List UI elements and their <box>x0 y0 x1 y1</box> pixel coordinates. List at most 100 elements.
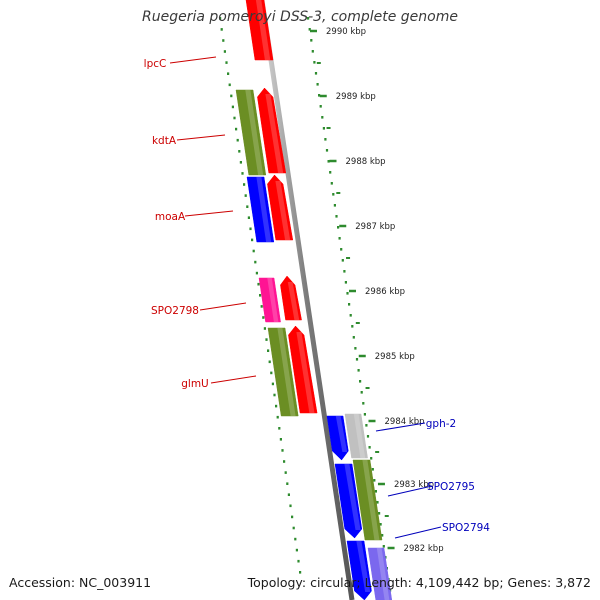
right-guide-dot <box>332 193 335 196</box>
left-guide-dot <box>294 537 297 541</box>
gene-feature-highlight <box>335 416 348 452</box>
left-guide-dot <box>238 150 241 153</box>
gene-feature-highlight <box>275 181 291 240</box>
left-guide-dot <box>289 504 292 508</box>
ruler-tick-label: 2989 kbp <box>336 92 376 102</box>
right-guide-dot <box>324 138 327 141</box>
gene-feature-highlight <box>362 460 380 540</box>
left-guide-dot <box>279 438 282 441</box>
left-guide-dot <box>231 105 234 109</box>
right-guide-dot <box>370 457 373 460</box>
left-guide-dot <box>228 83 231 87</box>
right-guide-dot <box>381 534 384 537</box>
gene-label: SPO2795 <box>427 481 475 493</box>
right-guide-dot <box>348 303 351 306</box>
right-guide-dot <box>307 17 310 20</box>
ruler-tick-label: 2988 kbp <box>346 157 386 167</box>
right-guide-dot <box>337 226 340 229</box>
right-guide-dot <box>314 72 318 75</box>
right-guide-dot <box>322 127 325 130</box>
ruler-tick-label: 2987 kbp <box>355 222 395 232</box>
right-guide-dot <box>313 61 316 64</box>
left-guide-dot <box>223 50 226 53</box>
left-guide-dot <box>236 138 239 142</box>
left-guide-dot <box>299 571 302 574</box>
left-guide-dot <box>286 482 289 485</box>
right-guide-dot <box>357 369 360 372</box>
right-guide-dot <box>321 116 324 119</box>
right-guide-dot <box>335 215 338 218</box>
label-leader-line <box>210 375 257 384</box>
right-guide-dot <box>371 468 374 471</box>
left-guide-dot <box>265 338 268 341</box>
right-guide-dot <box>310 39 313 42</box>
right-guide-dot <box>366 435 370 438</box>
left-guide-dot <box>291 515 294 519</box>
right-guide-dot <box>319 105 322 108</box>
label-leader-line <box>176 134 226 141</box>
right-guide-dot <box>330 182 333 185</box>
gene-feature-highlight <box>353 414 366 458</box>
accession-text: Accession: NC_003911 <box>9 575 152 590</box>
right-guide-dot <box>379 523 382 526</box>
right-guide-dot <box>344 281 347 284</box>
left-guide-dot <box>287 493 290 496</box>
right-guide-dot <box>316 83 319 86</box>
left-guide-dot <box>275 404 278 408</box>
gene-label: SPO2794 <box>442 522 490 534</box>
left-guide-dot <box>225 61 228 64</box>
left-guide-dot <box>263 327 266 330</box>
label-leader-line <box>387 485 433 497</box>
left-guide-dot <box>292 526 295 530</box>
left-guide-dot <box>273 393 276 397</box>
ruler-tick-label: 2986 kbp <box>365 287 405 297</box>
right-guide-dot <box>373 479 376 482</box>
gene-feature-highlight <box>287 282 300 320</box>
right-guide-dot <box>355 358 359 361</box>
right-guide-dot <box>374 490 377 493</box>
ruler-tick-label: 2982 kbp <box>404 544 444 554</box>
right-guide-dot <box>341 259 344 262</box>
label-leader-line <box>199 302 247 311</box>
gene-feature-highlight <box>245 90 264 175</box>
gene-feature-highlight <box>376 548 390 600</box>
left-guide-dot <box>259 294 262 297</box>
right-guide-dot <box>333 204 336 207</box>
left-guide-dot <box>254 260 257 264</box>
dotted-guides <box>219 17 392 592</box>
map-title: Ruegeria pomeroyi DSS-3, complete genome <box>142 9 458 25</box>
right-guide-dot <box>365 424 368 427</box>
right-guide-dot <box>318 94 321 97</box>
gene-label: glmU <box>181 378 209 390</box>
gene-label: kdtA <box>152 135 177 147</box>
right-guide-dot <box>359 380 362 383</box>
left-guide-dot <box>255 271 258 275</box>
gene-label: SPO2798 <box>151 305 199 317</box>
left-guide-dot <box>247 216 250 219</box>
left-guide-dot <box>270 371 273 375</box>
left-guide-dot <box>222 39 225 42</box>
gene-feature-highlight <box>344 464 361 530</box>
right-guide-dot <box>351 325 354 328</box>
left-guide-dot <box>295 548 298 552</box>
left-guide-dot <box>227 72 230 75</box>
label-leader-line <box>184 210 234 217</box>
right-guide-dot <box>327 160 330 163</box>
gene-feature-highlight <box>265 94 284 173</box>
left-guide-dot <box>260 305 263 308</box>
left-guide-dot <box>271 382 274 386</box>
right-guide-dot <box>325 149 329 152</box>
gene-labels: lpcC kdtA moaA SPO2798 glmU gph-2 SPO2795 SPO27… <box>144 56 490 539</box>
gene-label: moaA <box>155 211 186 223</box>
right-guide-dot <box>382 545 385 548</box>
ruler: 2990 kbp 2989 kbp 2988 kbp 2987 kbp 2986 kbp… <box>310 27 444 554</box>
left-guide-dot <box>220 28 223 31</box>
right-guide-dot <box>360 391 363 394</box>
right-guide-dot <box>308 28 311 31</box>
left-guide-dot <box>268 360 271 364</box>
right-guide-dot <box>368 446 371 449</box>
right-guide-dot <box>354 347 357 350</box>
right-guide-dot <box>338 237 341 240</box>
left-guide-dot <box>230 94 233 98</box>
